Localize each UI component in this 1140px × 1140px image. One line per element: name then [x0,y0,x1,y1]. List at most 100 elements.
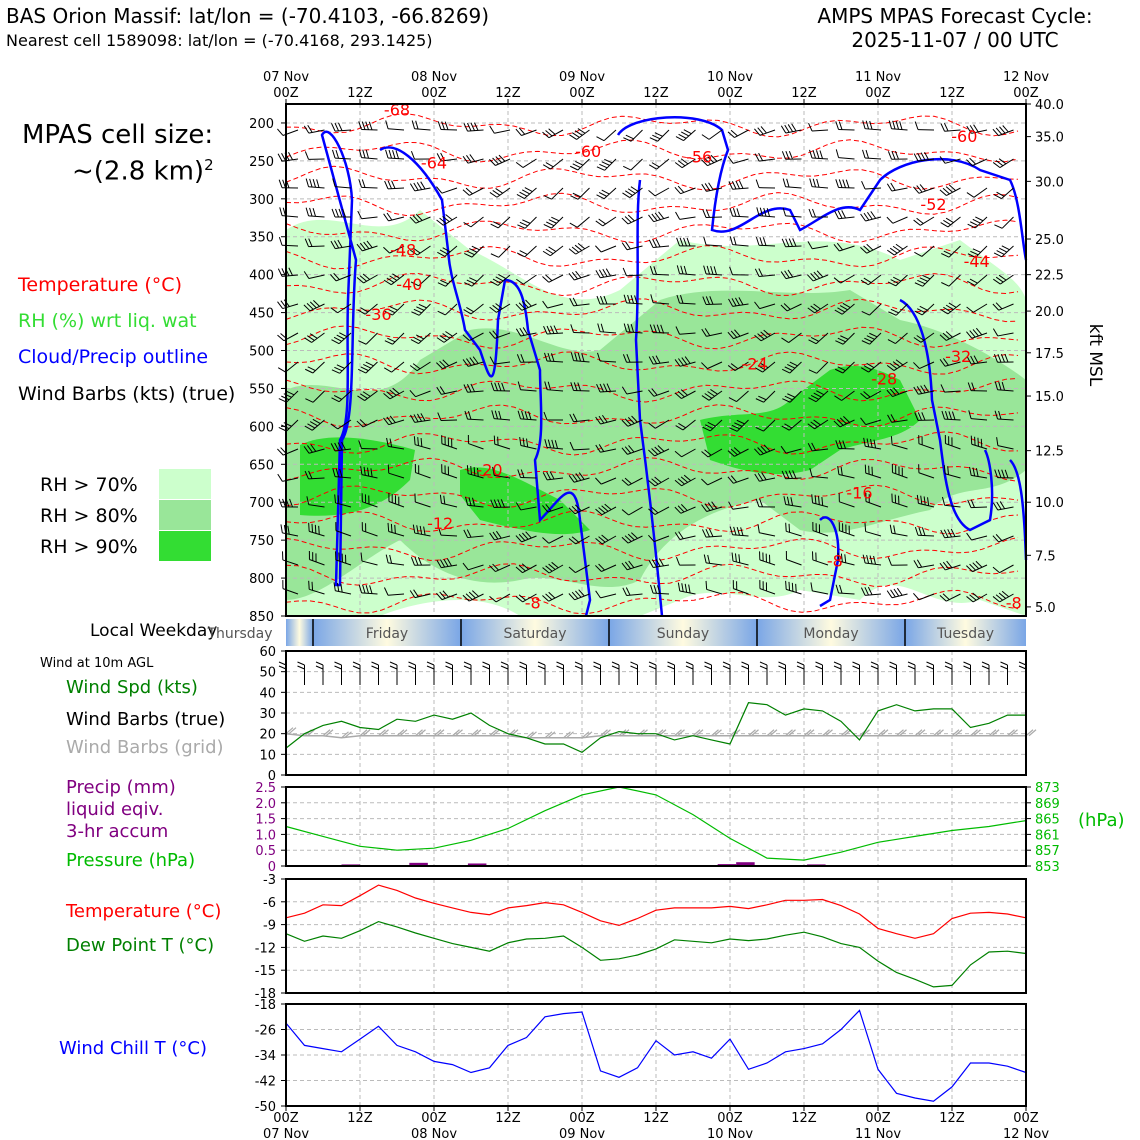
wind-barb [727,329,749,340]
wind-barb [437,303,458,316]
wind-barb-feather [569,222,578,228]
wind-barb-feather [787,124,794,132]
wind-barb-shaft [732,534,749,537]
wind-barb-shaft [338,390,352,403]
wind-barb-feather [653,584,657,594]
wind-barb-feather [920,385,926,394]
wind-barb-feather [515,303,523,311]
wind-barb-feather [917,279,926,285]
wind-barb-feather [358,368,367,374]
wind-barb-feather [492,563,499,571]
pressure-tick-label: 300 [249,193,274,208]
wind-barb-shaft [388,531,405,537]
wind-barb [994,469,1014,479]
wind-barb-feather [383,246,391,254]
wind-barb-feather [465,496,469,506]
wind-barb-feather [336,364,345,369]
wind-barb-feather [467,122,472,132]
grid-wind-barb [677,729,685,737]
wind-barb-shaft [335,129,352,132]
surface-barb-feather [630,661,638,666]
wind-barb-feather [835,340,844,345]
wind-barb-feather [844,554,847,563]
wind-barb-feather [412,524,416,534]
wind-barb-feather [277,301,284,309]
grid-wind-barb [566,731,574,739]
wind-barb-shaft [548,535,564,544]
wind-barb-feather [305,207,310,217]
wind-barb-shaft [839,245,855,252]
wind-barb [277,473,299,482]
wind-barb-shaft [467,418,484,421]
wind-barb-feather [838,179,843,188]
kft-tick-label: 10.0 [1035,496,1064,511]
wind-barb-feather [940,309,949,315]
wind-barb-shaft [971,535,988,541]
wind-barb-feather [359,275,367,282]
surface-wind-barb [352,661,361,685]
grid-wind-barb [803,729,812,737]
temperature-contour [285,298,1019,323]
wind-barb-feather [515,535,522,543]
wind-barb-shaft [653,245,670,249]
wind-barb-feather [384,310,393,316]
wind-barb-feather [870,211,877,219]
surface-barb-feather [722,665,731,670]
wind-barb-shaft [494,535,511,541]
wind-barb-feather [599,163,608,169]
wind-barb-feather [943,529,949,538]
wind-barb-shaft [577,158,590,171]
wind-barb-feather [969,278,978,284]
wind-barb-feather [442,215,450,223]
wind-barb-feather [816,178,820,188]
wind-barb-feather [471,590,479,597]
kft-tick-label: 22.5 [1035,269,1064,284]
wind-barb-feather [759,580,761,589]
wind-barb-feather [967,280,976,286]
wind-barb-feather [943,123,949,132]
wind-barb [864,464,882,479]
surface-barb-feather [389,665,398,670]
surface-wind-barb [389,661,398,685]
wind-barb-feather [335,522,337,531]
wind-barb-shaft [707,448,723,458]
wind-barb-shaft [891,593,908,599]
wind-barb-feather [842,302,851,308]
wind-barb-feather [992,328,999,337]
wind-barb-shaft [654,477,670,487]
surface-wind-barb [1018,661,1027,685]
wind-barb-feather [970,499,975,508]
wind-barb-feather [569,134,577,140]
grid-wind-barb [991,729,1000,737]
wind-barb [595,444,617,453]
wind-barb-feather [383,213,389,222]
wind-barb-feather [624,418,632,426]
wind-barb-feather [469,277,478,282]
wind-barb-shaft [335,530,352,537]
wind-barb-feather [494,410,499,420]
wind-barb [332,468,352,479]
wind-barb-feather [358,440,362,449]
wind-barb-feather [519,327,525,336]
wind-barb-feather [967,382,972,391]
wind-barb [728,297,749,307]
wind-barb-shaft [732,158,749,164]
wind-barb [967,274,988,286]
wind-barb-feather [730,330,738,338]
wind-barb [596,187,617,200]
wind-barb-feather [939,189,947,196]
wind-barb-shaft [759,274,776,278]
wind-barb-feather [575,270,582,279]
surface-barb-feather [334,665,342,670]
wind-barb-feather [331,339,340,345]
wind-barb-feather [810,305,818,312]
wind-barb-shaft [972,593,988,603]
wind-barb-shaft [627,535,643,544]
wind-barb-feather [570,195,579,200]
wind-barb [992,328,1014,337]
wind-barb-feather [942,187,950,195]
wind-barb-feather [625,241,631,250]
